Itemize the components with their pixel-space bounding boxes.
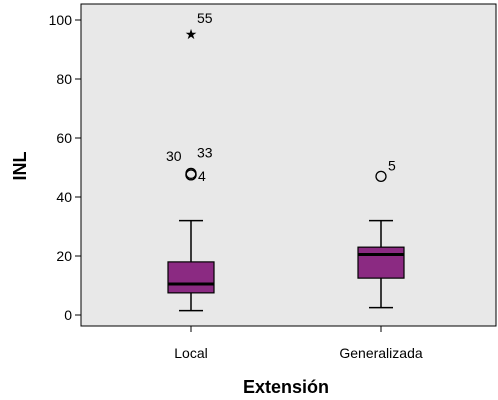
- y-tick-label: 0: [64, 307, 72, 323]
- extreme-outlier-star: ★: [185, 26, 198, 42]
- y-tick-label: 60: [56, 130, 72, 146]
- x-axis-title: Extensión: [243, 377, 329, 397]
- outlier-label: 4: [198, 168, 206, 184]
- box: [167, 261, 215, 294]
- outlier-label: 33: [197, 144, 213, 160]
- plot-area: [80, 3, 497, 327]
- y-axis: 0 20 40 60 80 100: [49, 12, 81, 323]
- x-tick-label: Generalizada: [339, 345, 422, 361]
- x-axis: Local Generalizada: [174, 326, 423, 361]
- y-tick-label: 40: [56, 189, 72, 205]
- box-series: 30 334★555: [166, 10, 405, 312]
- outlier-label: 30: [166, 148, 182, 164]
- y-tick-label: 100: [49, 12, 73, 28]
- y-axis-title: INL: [10, 152, 30, 181]
- y-tick-label: 20: [56, 248, 72, 264]
- y-tick-label: 80: [56, 71, 72, 87]
- outlier-circle: [185, 169, 197, 181]
- outlier-label: 5: [388, 157, 396, 173]
- outlier-circle: [375, 170, 387, 183]
- x-tick-label: Local: [174, 345, 207, 361]
- box: [357, 246, 405, 279]
- outlier-label: 55: [197, 10, 213, 26]
